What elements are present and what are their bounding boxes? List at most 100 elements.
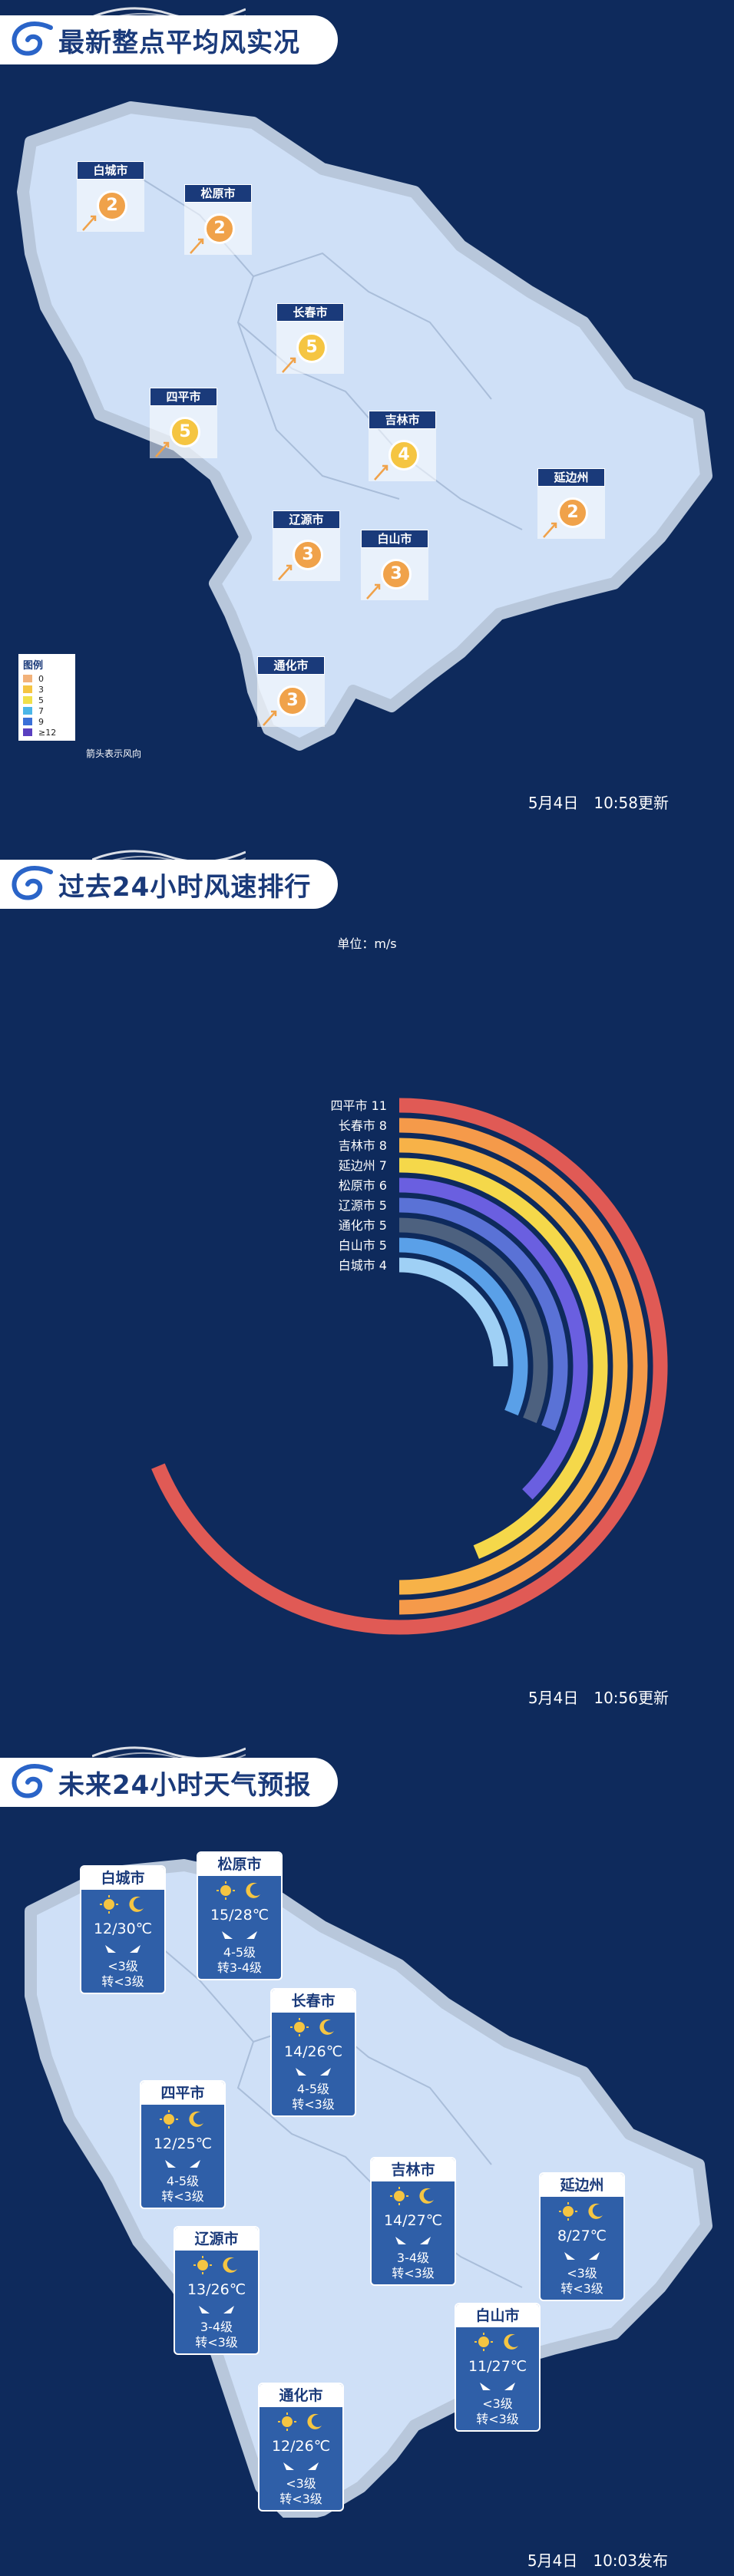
wind-level-badge: 3 — [381, 559, 412, 590]
legend-swatch — [23, 728, 32, 736]
moon-icon — [319, 2019, 334, 2035]
forecast-temperature: 15/28℃ — [210, 1907, 269, 1924]
moon-icon — [419, 2188, 434, 2204]
forecast-card-8[interactable]: 通化市 12/26℃ <3级 转<3级 — [258, 2383, 344, 2512]
sun-icon — [100, 1895, 118, 1914]
legend-label: 0 — [38, 673, 44, 684]
wind-level-badge: 5 — [170, 417, 200, 447]
legend-item: ≥12 — [23, 727, 71, 738]
wind-station-8[interactable]: 通化市 3 — [257, 656, 325, 727]
station-label: 通化市 — [257, 656, 325, 675]
moon-icon — [246, 1882, 260, 1898]
rank-label-2: 吉林市 8 — [339, 1138, 387, 1153]
forecast-wind-change: 转<3级 — [476, 2412, 519, 2426]
wind-station-7[interactable]: 白山市 3 — [361, 530, 428, 600]
legend-item: 9 — [23, 716, 71, 727]
forecast-wind-level: 4-5级 — [296, 2082, 330, 2096]
sun-icon — [193, 2256, 212, 2274]
forecast-wind-change: 转<3级 — [292, 2097, 335, 2112]
wave-decoration-icon — [92, 7, 246, 25]
legend-title: 图例 — [23, 660, 44, 672]
forecast-wind-arrows — [81, 1939, 164, 1959]
wind-station-1[interactable]: 松原市 2 — [184, 184, 252, 255]
legend-label: 5 — [38, 695, 44, 705]
wind-arrow-icon — [130, 1945, 141, 1953]
forecast-wind-change: 转<3级 — [560, 2281, 603, 2296]
wind-direction-arrow-icon — [155, 441, 170, 457]
rank-arc-6 — [398, 1217, 548, 1424]
wind-direction-arrow-icon — [543, 522, 557, 538]
wind-station-5[interactable]: 延边州 2 — [537, 468, 605, 539]
forecast-temperature: 14/26℃ — [283, 2043, 343, 2060]
wind-arrow-icon — [296, 2068, 306, 2076]
sun-icon — [160, 2110, 178, 2129]
wind-station-3[interactable]: 四平市 5 — [150, 388, 217, 458]
forecast-wind: 4-5级 转3-4级 — [198, 1945, 281, 1979]
moon-icon — [223, 2257, 237, 2273]
forecast-wind-change: 转<3级 — [195, 2335, 238, 2350]
wind-arrow-icon — [395, 2237, 406, 2244]
forecast-wind: <3级 转<3级 — [456, 2396, 539, 2430]
station-label: 延边州 — [537, 468, 605, 487]
forecast-card-3[interactable]: 四平市 12/25℃ 4-5级 转<3 — [140, 2080, 226, 2209]
wind-direction-arrow-icon — [263, 710, 277, 726]
updated-time: 5月4日 10:58更新 — [527, 794, 669, 812]
section-title-text: 最新整点平均风实况 — [58, 27, 300, 58]
wind-arrow-icon — [246, 1931, 257, 1939]
updated-time: 5月4日 10:03发布 — [527, 2551, 668, 2570]
moon-icon — [189, 2111, 203, 2127]
wind-swirl-icon — [12, 866, 53, 900]
wind-arrow-icon — [564, 2252, 575, 2260]
legend-item: 7 — [23, 705, 71, 716]
station-label: 长春市 — [276, 303, 344, 322]
wave-decoration-icon — [92, 1746, 246, 1764]
forecast-icons — [372, 2181, 455, 2211]
wind-station-2[interactable]: 长春市 5 — [276, 303, 344, 374]
forecast-temperature: 12/30℃ — [93, 1920, 153, 1937]
forecast-wind-level: <3级 — [286, 2476, 316, 2491]
rank-arc-7 — [398, 1237, 528, 1416]
forecast-city-name: 吉林市 — [372, 2158, 455, 2181]
section-wind-now: 最新整点平均风实况 白城市 2 松原市 2 长春市 5 四平市 5 吉林市 4 延边州 2 辽源市 3 白山… — [0, 0, 734, 844]
forecast-icons — [272, 2013, 355, 2042]
legend-swatch — [23, 696, 32, 704]
wind-station-4[interactable]: 吉林市 4 — [369, 411, 436, 481]
wind-station-0[interactable]: 白城市 2 — [77, 161, 144, 232]
forecast-card-0[interactable]: 白城市 12/30℃ <3级 转<3级 — [80, 1865, 166, 1994]
wind-level-badge: 2 — [97, 190, 127, 221]
forecast-card-6[interactable]: 辽源市 13/26℃ 3-4级 转<3 — [174, 2226, 260, 2355]
legend-item: 5 — [23, 695, 71, 705]
forecast-wind: 3-4级 转<3级 — [372, 2251, 455, 2284]
wind-direction-arrow-icon — [190, 238, 204, 254]
wind-arrow-icon — [283, 2462, 294, 2470]
legend-item: 0 — [23, 673, 71, 684]
forecast-wind-arrows — [541, 2246, 623, 2266]
rank-label-8: 白城市 4 — [339, 1258, 387, 1273]
forecast-icons — [260, 2407, 342, 2436]
moon-icon — [307, 2413, 322, 2429]
forecast-temperature: 12/25℃ — [153, 2135, 213, 2152]
wind-level-badge: 3 — [293, 540, 323, 570]
forecast-wind-level: 4-5级 — [166, 2174, 200, 2188]
forecast-wind-arrows — [456, 2376, 539, 2396]
station-label: 吉林市 — [369, 411, 436, 429]
forecast-card-5[interactable]: 延边州 8/27℃ <3级 转<3级 — [539, 2172, 625, 2301]
forecast-card-1[interactable]: 松原市 15/28℃ 4-5级 转3- — [197, 1851, 283, 1980]
section-title-text: 未来24小时天气预报 — [58, 1769, 312, 1801]
jilin-map — [17, 101, 713, 751]
forecast-icons — [541, 2197, 623, 2226]
forecast-card-7[interactable]: 白山市 11/27℃ <3级 转<3级 — [455, 2303, 541, 2432]
sun-icon — [290, 2018, 309, 2036]
forecast-card-2[interactable]: 长春市 14/26℃ 4-5级 转<3 — [270, 1988, 356, 2117]
wind-arrow-icon — [105, 1945, 116, 1953]
forecast-wind: <3级 转<3级 — [260, 2476, 342, 2510]
wind-legend: 图例 0 3 5 7 9 ≥12 — [18, 654, 75, 741]
forecast-city-name: 白城市 — [81, 1867, 164, 1890]
forecast-city-name: 延边州 — [541, 2174, 623, 2197]
forecast-temperature: 8/27℃ — [557, 2228, 607, 2244]
legend-label: 3 — [38, 684, 44, 695]
legend-swatch — [23, 685, 32, 693]
wind-station-6[interactable]: 辽源市 3 — [273, 510, 340, 581]
forecast-card-4[interactable]: 吉林市 14/27℃ 3-4级 转<3 — [370, 2157, 456, 2286]
forecast-wind-level: 3-4级 — [200, 2320, 233, 2334]
